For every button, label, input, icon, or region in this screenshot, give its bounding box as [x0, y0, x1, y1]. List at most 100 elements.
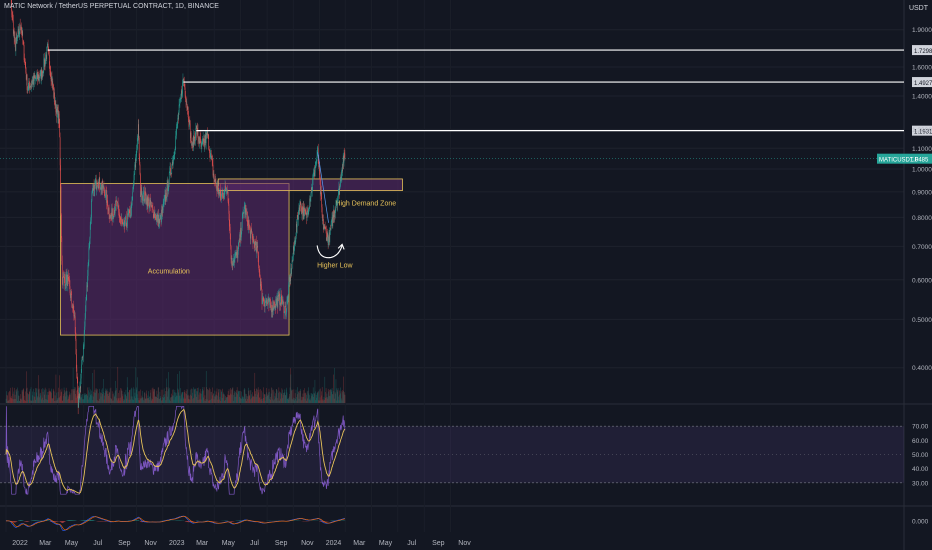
- candle-body: [209, 149, 210, 154]
- volume-bar: [243, 389, 245, 403]
- candle-body: [255, 241, 257, 245]
- volume-bar: [162, 389, 164, 403]
- volume-bar: [342, 390, 344, 403]
- candle-body: [226, 189, 228, 193]
- candle-body: [51, 76, 52, 82]
- volume-bar: [227, 391, 229, 403]
- candle-body: [215, 179, 216, 184]
- candle-body: [336, 204, 337, 206]
- volume-bar: [226, 394, 228, 403]
- last-price-symbol: MATICUSDT.P: [879, 158, 919, 164]
- volume-bar: [29, 389, 31, 403]
- candle-body: [261, 289, 263, 305]
- candle-body: [18, 28, 19, 31]
- volume-bar: [217, 399, 219, 403]
- candle-body: [314, 172, 316, 177]
- candle-body: [24, 59, 25, 62]
- volume-bar: [11, 398, 12, 403]
- volume-bar: [144, 392, 145, 403]
- candle-body: [241, 227, 243, 234]
- candle-body: [290, 268, 292, 275]
- volume-bar: [222, 394, 224, 403]
- annotations: Higher Low: [316, 152, 353, 269]
- volume-bar: [340, 391, 342, 403]
- candle-body: [311, 187, 312, 194]
- volume-bar: [113, 392, 115, 403]
- volume-bar: [313, 392, 315, 403]
- candle-body: [325, 227, 326, 230]
- candle-body: [202, 142, 203, 144]
- volume-bar: [163, 388, 165, 403]
- candle-body: [79, 393, 80, 398]
- volume-bar: [227, 397, 229, 403]
- candle-body: [22, 31, 24, 41]
- candle-body: [291, 260, 293, 269]
- volume-bar: [147, 398, 148, 403]
- volume-bar: [47, 399, 49, 403]
- candle-body: [264, 303, 265, 307]
- candle-body: [127, 213, 128, 222]
- volume-bar: [222, 388, 223, 403]
- volume-bar: [319, 400, 320, 403]
- volume-bar: [162, 397, 163, 403]
- volume-bar: [164, 396, 165, 403]
- macd-hist-bar: [74, 520, 75, 521]
- candle-body: [132, 197, 133, 201]
- macd-hist-bar: [324, 521, 325, 522]
- volume-bar: [10, 395, 12, 403]
- candle-body: [96, 185, 98, 187]
- candle-body: [47, 43, 48, 46]
- volume-bar: [290, 374, 292, 403]
- volume-bar: [44, 394, 45, 403]
- volume-bar: [329, 396, 331, 403]
- candle-body: [193, 136, 194, 151]
- volume-bar: [176, 395, 178, 403]
- candle-body: [222, 192, 224, 198]
- candle-body: [28, 81, 30, 86]
- volume-bar: [171, 396, 173, 403]
- volume-bar: [209, 389, 211, 403]
- candle-body: [156, 214, 158, 217]
- volume-bar: [334, 368, 335, 403]
- candle-body: [290, 268, 292, 282]
- macd-hist-bar: [46, 520, 48, 521]
- volume-bar: [158, 387, 159, 403]
- candle-body: [194, 136, 195, 138]
- volume-bar: [202, 397, 204, 403]
- volume-bar: [193, 397, 195, 403]
- volume-bar: [225, 395, 226, 403]
- candle-body: [186, 104, 188, 110]
- volume-bar: [114, 391, 116, 403]
- candle-body: [19, 32, 20, 35]
- volume-bar: [160, 389, 162, 403]
- volume-bar: [310, 398, 311, 403]
- volume-bar: [166, 387, 167, 403]
- volume-bar: [15, 389, 17, 403]
- volume-bar: [216, 394, 217, 403]
- volume-bar: [152, 399, 153, 403]
- candle-body: [162, 207, 164, 211]
- candle-body: [325, 229, 327, 232]
- macd-hist-bar: [61, 521, 62, 523]
- macd-hist-bar: [19, 520, 20, 521]
- candle-body: [139, 164, 141, 175]
- volume-bar: [161, 399, 163, 403]
- candle-body: [248, 224, 250, 226]
- volume-bar: [280, 392, 282, 403]
- candle-body: [25, 61, 26, 67]
- volume-bar: [305, 393, 307, 403]
- volume-bar: [341, 400, 343, 403]
- volume-bar: [151, 388, 153, 403]
- candle-body: [293, 246, 295, 250]
- time-tick-label: Nov: [301, 540, 314, 547]
- volume-bar: [30, 400, 31, 403]
- volume-bar: [267, 396, 268, 403]
- candle-body: [318, 165, 320, 167]
- candle-body: [301, 211, 302, 215]
- volume-bar: [338, 396, 339, 403]
- volume-bar: [218, 389, 220, 403]
- volume-bar: [264, 400, 266, 403]
- candle-body: [102, 181, 103, 190]
